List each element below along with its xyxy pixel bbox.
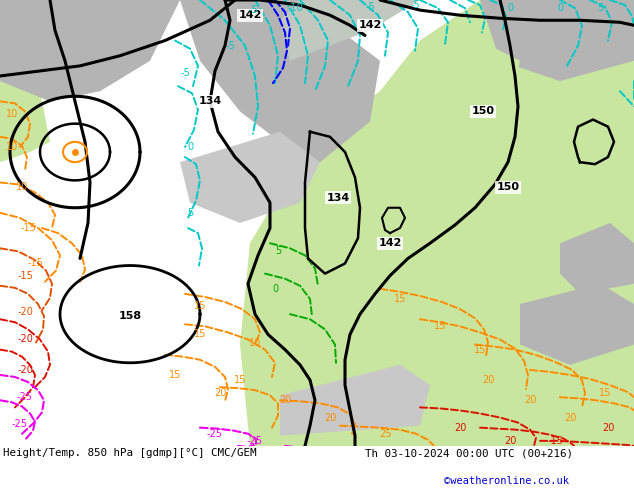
Text: 15: 15 xyxy=(394,294,406,304)
Text: 0: 0 xyxy=(507,3,513,13)
Polygon shape xyxy=(180,0,380,162)
Text: 20: 20 xyxy=(602,423,614,433)
Text: 15: 15 xyxy=(598,388,611,398)
Polygon shape xyxy=(310,365,550,446)
Text: 0: 0 xyxy=(187,142,193,152)
Text: 20: 20 xyxy=(504,436,516,446)
Text: 5: 5 xyxy=(275,246,281,256)
Text: 15: 15 xyxy=(169,370,181,380)
Text: -20: -20 xyxy=(17,365,33,375)
Polygon shape xyxy=(0,0,180,101)
Text: -25: -25 xyxy=(12,418,28,429)
Text: 5: 5 xyxy=(187,208,193,218)
Polygon shape xyxy=(560,223,634,294)
Text: 20: 20 xyxy=(564,413,576,422)
Text: 10: 10 xyxy=(16,182,28,193)
Text: 10: 10 xyxy=(6,108,18,119)
Text: 150: 150 xyxy=(472,106,495,117)
Text: 20: 20 xyxy=(482,375,494,385)
Polygon shape xyxy=(180,132,320,223)
Text: 20: 20 xyxy=(454,423,466,433)
Text: 142: 142 xyxy=(378,238,402,248)
Text: 15: 15 xyxy=(194,329,206,340)
Text: 10: 10 xyxy=(6,142,18,152)
Text: 134: 134 xyxy=(198,97,222,106)
Polygon shape xyxy=(0,61,50,162)
Polygon shape xyxy=(420,41,520,112)
Text: 15: 15 xyxy=(194,301,206,311)
Text: -20: -20 xyxy=(17,335,33,344)
Text: 15: 15 xyxy=(434,321,446,331)
Text: -15: -15 xyxy=(17,270,33,281)
Text: -10: -10 xyxy=(287,3,303,13)
Text: -15: -15 xyxy=(20,223,36,233)
Text: 0: 0 xyxy=(557,3,563,13)
Text: 20: 20 xyxy=(214,388,226,398)
Text: 20: 20 xyxy=(324,413,336,422)
Text: -5: -5 xyxy=(410,0,420,10)
Text: 150: 150 xyxy=(496,182,519,193)
Polygon shape xyxy=(520,284,634,365)
Text: -15: -15 xyxy=(27,259,43,269)
Text: 0: 0 xyxy=(272,284,278,294)
Polygon shape xyxy=(280,365,430,436)
Text: 142: 142 xyxy=(238,10,262,20)
Text: -5: -5 xyxy=(225,41,235,50)
Polygon shape xyxy=(280,385,634,446)
Text: 158: 158 xyxy=(119,311,141,321)
Text: Th 03-10-2024 00:00 UTC (00+216): Th 03-10-2024 00:00 UTC (00+216) xyxy=(365,448,573,458)
Polygon shape xyxy=(480,0,634,81)
Text: 15: 15 xyxy=(234,375,246,385)
Text: 15: 15 xyxy=(474,344,486,355)
Text: Height/Temp. 850 hPa [gdmp][°C] CMC/GEM: Height/Temp. 850 hPa [gdmp][°C] CMC/GEM xyxy=(3,448,257,458)
Text: ©weatheronline.co.uk: ©weatheronline.co.uk xyxy=(444,476,569,486)
Text: 25: 25 xyxy=(378,429,391,439)
Text: -5: -5 xyxy=(248,5,258,15)
Text: 10: 10 xyxy=(249,338,261,347)
Text: -5: -5 xyxy=(180,68,190,78)
Text: -15: -15 xyxy=(547,436,563,446)
Text: 142: 142 xyxy=(358,21,382,30)
Text: -25: -25 xyxy=(247,436,263,446)
Text: 134: 134 xyxy=(327,193,349,202)
Polygon shape xyxy=(240,0,634,446)
Text: 20: 20 xyxy=(524,395,536,405)
Text: -25: -25 xyxy=(207,429,223,439)
Polygon shape xyxy=(280,0,420,61)
Text: -5: -5 xyxy=(365,2,375,12)
Text: 20: 20 xyxy=(279,395,291,405)
Text: 5: 5 xyxy=(597,3,603,13)
Text: -25: -25 xyxy=(17,392,33,402)
Text: -20: -20 xyxy=(17,307,33,317)
